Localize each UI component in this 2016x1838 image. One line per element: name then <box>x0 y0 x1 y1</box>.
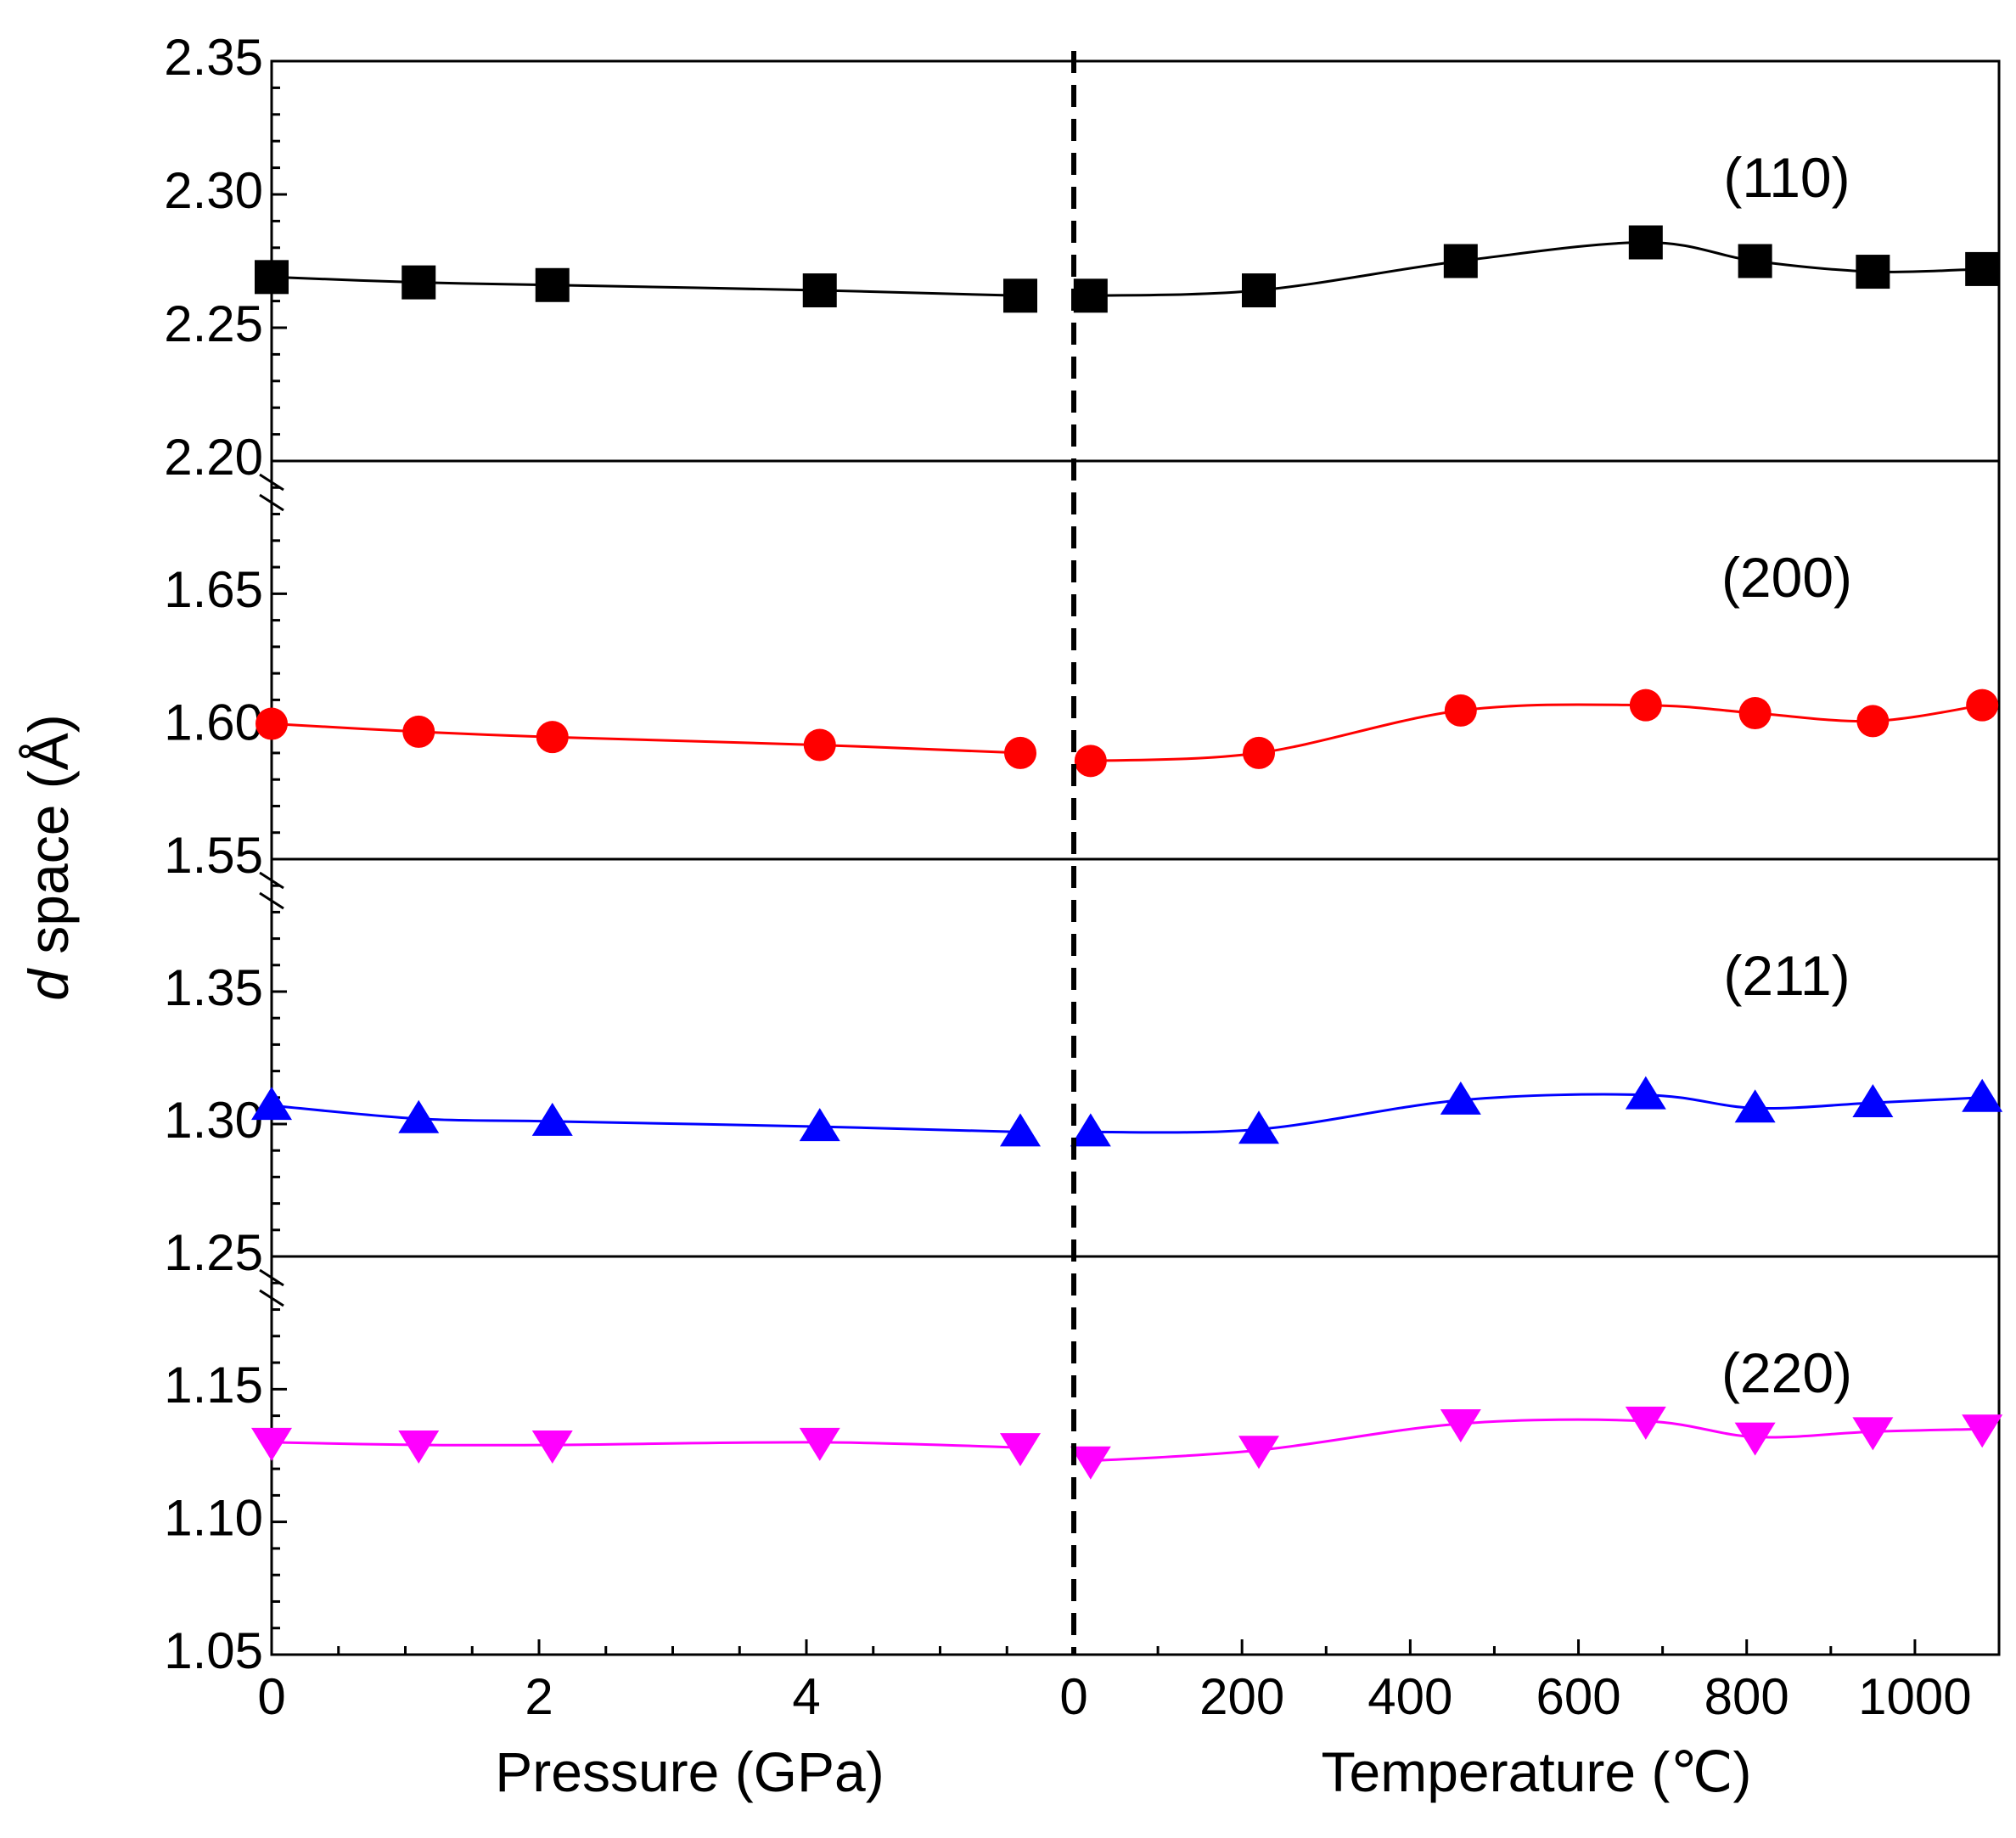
y-tick-label: 2.25 <box>164 295 263 352</box>
y-axis-title-italic: d <box>17 968 80 1001</box>
y-axis-title-rest: space (Å) <box>17 714 80 970</box>
data-point <box>531 1430 573 1464</box>
data-point <box>802 273 837 308</box>
data-point <box>531 1102 573 1136</box>
series-line-temperature <box>1090 1418 1983 1463</box>
axis-break-mark <box>259 871 284 890</box>
data-point <box>1238 1110 1279 1144</box>
data-point <box>1238 1436 1279 1470</box>
data-point <box>1004 736 1036 769</box>
data-point <box>1962 1414 2003 1448</box>
data-point <box>251 1087 292 1121</box>
y-axis-title: d space (Å) <box>17 714 80 1001</box>
y-tick-label: 1.65 <box>164 561 263 618</box>
panel-label: (211) <box>1723 944 1850 1007</box>
axis-break-mark <box>259 1268 284 1287</box>
data-point <box>1856 255 1890 289</box>
y-tick-label: 2.30 <box>164 162 263 219</box>
data-point <box>1003 278 1037 313</box>
data-point <box>1738 697 1772 730</box>
data-point <box>1962 1078 2003 1112</box>
data-point <box>1734 1422 1776 1456</box>
data-point <box>402 715 435 748</box>
data-point <box>1243 736 1275 769</box>
data-point <box>1070 1113 1111 1147</box>
data-point <box>1628 225 1663 260</box>
y-tick-label: 2.35 <box>164 29 263 86</box>
data-point <box>1734 1089 1776 1123</box>
data-point <box>1629 689 1662 722</box>
data-point <box>1000 1113 1041 1147</box>
x-tick-label: 1000 <box>1858 1668 1971 1725</box>
axis-break-mark <box>259 493 284 512</box>
data-point <box>1242 273 1276 308</box>
data-point <box>1000 1433 1041 1467</box>
panel-label: (200) <box>1721 546 1852 609</box>
panel-frame-2 <box>270 857 2001 1258</box>
data-point <box>398 1430 440 1464</box>
y-tick-label: 1.10 <box>164 1490 263 1547</box>
x-tick-label: 800 <box>1704 1668 1789 1725</box>
y-tick-label: 1.15 <box>164 1357 263 1414</box>
axis-break-mark <box>259 1289 284 1307</box>
data-point <box>1073 278 1108 313</box>
y-tick-label: 1.35 <box>164 959 263 1016</box>
panel-frame-3 <box>270 1255 2001 1656</box>
data-point <box>1856 705 1890 738</box>
y-tick-label: 1.30 <box>164 1092 263 1149</box>
data-point <box>799 1108 840 1142</box>
y-tick-label: 1.60 <box>164 694 263 751</box>
x-tick-label: 200 <box>1199 1668 1284 1725</box>
data-point <box>1074 745 1107 778</box>
axis-break-mark <box>259 473 284 492</box>
x-tick-label: 0 <box>257 1668 285 1725</box>
panel-label: (220) <box>1721 1341 1852 1404</box>
data-point <box>1440 1408 1481 1442</box>
axis-break-mark <box>259 891 284 910</box>
panel-label: (110) <box>1723 146 1850 209</box>
series-line-temperature <box>1090 1093 1983 1134</box>
series-line-pressure <box>271 1441 1021 1449</box>
data-point <box>803 728 836 762</box>
data-point <box>1443 244 1478 278</box>
data-point <box>1070 1446 1111 1480</box>
data-point <box>799 1427 840 1461</box>
data-point <box>536 721 569 754</box>
data-point <box>256 707 288 740</box>
data-point <box>1966 689 1999 722</box>
data-point <box>1852 1417 1894 1451</box>
data-point <box>402 265 436 300</box>
x-tick-label: 0 <box>1059 1668 1087 1725</box>
data-point <box>255 260 289 295</box>
panel-frame-1 <box>270 459 2001 861</box>
data-point <box>1440 1081 1481 1115</box>
x-tick-label: 4 <box>792 1668 820 1725</box>
series-line-pressure <box>271 1104 1021 1133</box>
y-tick-label: 2.20 <box>164 429 263 486</box>
x-tick-label: 2 <box>525 1668 553 1725</box>
y-tick-label: 1.25 <box>164 1224 263 1281</box>
series-line-pressure <box>271 722 1021 755</box>
data-point <box>251 1427 292 1461</box>
x-axis-title-temperature: Temperature (℃) <box>1322 1740 1752 1803</box>
series-line-temperature <box>1090 240 1983 297</box>
data-point <box>1625 1076 1666 1110</box>
series-line-temperature <box>1090 703 1983 762</box>
data-point <box>1738 244 1772 278</box>
x-axis-title-pressure: Pressure (GPa) <box>495 1740 884 1803</box>
data-point <box>1852 1084 1894 1118</box>
data-point <box>1444 694 1477 727</box>
data-point <box>535 267 570 302</box>
data-point <box>1965 251 2000 286</box>
y-tick-label: 1.55 <box>164 827 263 884</box>
y-tick-label: 1.05 <box>164 1622 263 1679</box>
x-tick-label: 600 <box>1536 1668 1620 1725</box>
data-point <box>398 1099 440 1133</box>
series-line-pressure <box>271 275 1021 297</box>
data-point <box>1625 1406 1666 1440</box>
x-tick-label: 400 <box>1367 1668 1452 1725</box>
